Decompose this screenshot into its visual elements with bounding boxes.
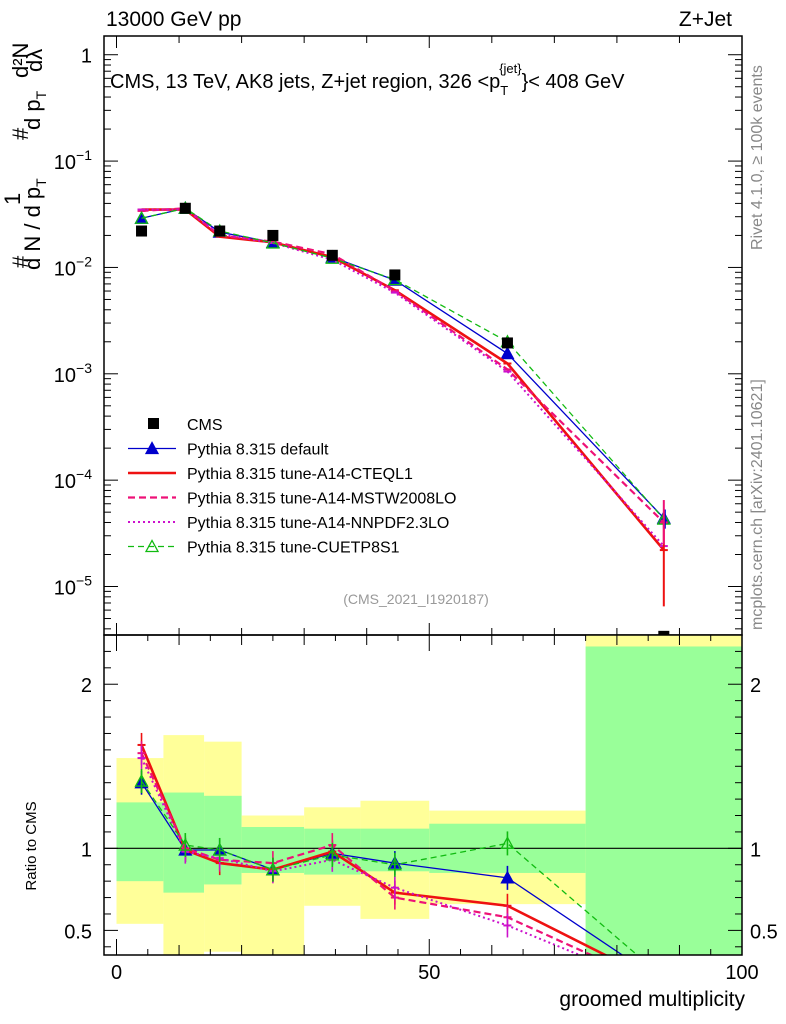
- ratio-y-tick-label-right: 1: [750, 839, 761, 861]
- ratio-line-a14_nnpdf: [140, 757, 583, 955]
- point-cms: [501, 337, 513, 349]
- ylabel-dpt-text: d p: [20, 99, 45, 130]
- series-line-a14_mstw: [141, 207, 665, 524]
- legend-label-a14_cteql1: Pythia 8.315 tune-A14-CTEQL1: [187, 466, 413, 483]
- y-tick-label: 10−3: [54, 360, 92, 387]
- title-sub: T: [500, 83, 508, 98]
- y-tick-exp: −5: [76, 573, 92, 589]
- point-cms: [267, 229, 279, 241]
- y-tick-label: 10−1: [54, 147, 92, 174]
- beam-label: 13000 GeV pp: [106, 8, 241, 31]
- band-inner: [116, 802, 164, 882]
- ratio-ylabel: Ratio to CMS: [23, 801, 40, 890]
- legend-marker-cuetp8s1: [144, 539, 160, 553]
- process-label: Z+Jet: [679, 8, 732, 31]
- ratio-point-cuetp8s1: [658, 972, 670, 983]
- ratio-point-cuetp8s1: [325, 847, 340, 861]
- y-tick-base: 10: [54, 578, 76, 600]
- x-tick-label: 50: [418, 962, 440, 984]
- y-tick-exp: −2: [76, 253, 92, 269]
- ratio-point-cuetp8s1: [387, 857, 402, 871]
- y-tick-base: 10: [54, 471, 76, 493]
- legend-label-a14_nnpdf: Pythia 8.315 tune-A14-NNPDF2.3LO: [187, 515, 449, 532]
- ratio-point-cuetp8s1: [500, 836, 515, 850]
- x-tick-label: 100: [725, 962, 758, 984]
- ylabel-hash-c: #: [8, 127, 33, 140]
- title-post: }< 408 GeV: [522, 71, 626, 93]
- y-tick-exp: −4: [76, 466, 92, 482]
- rivet-label: Rivet 4.1.0, ≥ 100k events: [749, 65, 766, 250]
- ratio-series: [134, 732, 670, 988]
- point-cms: [214, 225, 226, 237]
- main-plot: 10−510−410−310−210−11: [54, 35, 743, 642]
- ratio-plot: 0.5 0.5 1 1 2 2 0 50 100: [64, 634, 778, 988]
- band-inner: [585, 646, 742, 955]
- ratio-y-tick-label: 2: [81, 675, 92, 697]
- ylabel-dpt-sub: T: [33, 90, 49, 99]
- ratio-y-tick-label: 0.5: [64, 921, 92, 943]
- ratio-frame: [103, 634, 743, 956]
- point-default: [500, 346, 515, 360]
- y-tick-base: 10: [54, 365, 76, 387]
- legend-label-default: Pythia 8.315 default: [187, 442, 329, 459]
- ratio-point-cuetp8s1: [212, 842, 227, 856]
- source-label: mcplots.cern.ch [arXiv:2401.10621]: [749, 379, 766, 630]
- point-cuetp8s1: [134, 210, 149, 224]
- ratio-y-tick-label: 1: [81, 839, 92, 861]
- y-tick-label: 10−2: [54, 253, 92, 280]
- ratio-line-cuetp8s1: [140, 780, 639, 955]
- ratio-point-cuetp8s1: [178, 837, 193, 851]
- legend-label-cms: CMS: [187, 417, 223, 434]
- y-tick-base: 10: [54, 152, 76, 174]
- legend: CMS Pythia 8.315 default Pythia 8.315 tune…: [128, 417, 456, 557]
- y-tick-exp: −3: [76, 360, 92, 376]
- main-ylabel: 1 # d N / d pT # d pT d²N dλ: [0, 43, 49, 270]
- ylabel-dlambda: dλ: [22, 49, 47, 72]
- legend-marker-default: [144, 441, 160, 455]
- x-tick-label: 0: [111, 962, 122, 984]
- ylabel-dn-dpt-text: d N / d p: [20, 187, 45, 270]
- ylabel-d2n: d²N: [8, 43, 33, 78]
- ylabel-dn-dpt: d N / d pT: [20, 178, 49, 270]
- ylabel-dpt: d pT: [20, 90, 49, 130]
- ratio-y-tick-label-right: 0.5: [750, 921, 778, 943]
- main-title: CMS, 13 TeV, AK8 jets, Z+jet region, 326…: [110, 61, 625, 98]
- point-cms: [389, 269, 401, 281]
- analysis-watermark: (CMS_2021_I1920187): [343, 591, 489, 607]
- ylabel-one: 1: [0, 193, 25, 205]
- title-pre: CMS, 13 TeV, AK8 jets, Z+jet region, 326…: [110, 71, 500, 93]
- ratio-point-default: [658, 977, 670, 988]
- y-tick-base: 10: [54, 258, 76, 280]
- title-sup: {jet}: [499, 61, 522, 76]
- legend-label-a14_mstw: Pythia 8.315 tune-A14-MSTW2008LO: [187, 491, 456, 508]
- ratio-y-tick-label-right: 2: [750, 675, 761, 697]
- y-tick-exp: −1: [76, 147, 92, 163]
- point-cuetp8s1: [265, 235, 280, 249]
- point-cms: [179, 202, 191, 214]
- point-cms: [326, 249, 338, 261]
- legend-label-cuetp8s1: Pythia 8.315 tune-CUETP8S1: [187, 540, 400, 557]
- ratio-point-cuetp8s1: [134, 773, 149, 787]
- ratio-line-a14_cteql1: [140, 744, 609, 955]
- y-tick-label: 1: [81, 46, 92, 68]
- ylabel-dn-dpt-sub: T: [33, 178, 49, 187]
- band-inner: [204, 795, 242, 885]
- point-cms: [136, 225, 148, 237]
- x-axis-label: groomed multiplicity: [559, 988, 745, 1011]
- ylabel-hash-a: #: [8, 255, 33, 268]
- y-tick-label: 10−5: [54, 573, 92, 600]
- ratio-point-cuetp8s1: [265, 862, 280, 876]
- y-tick-label: 10−4: [54, 466, 92, 493]
- ratio-point-default: [500, 870, 515, 884]
- legend-marker-cms: [148, 418, 159, 429]
